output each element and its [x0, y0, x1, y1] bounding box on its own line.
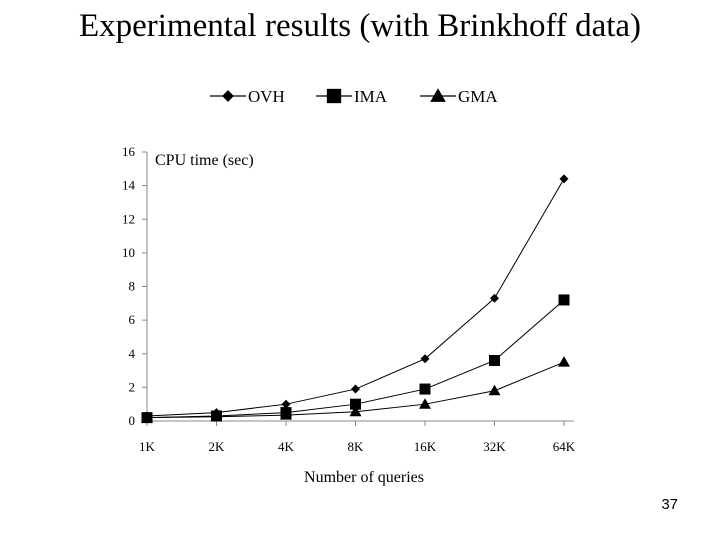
y-tick-label: 8 [129, 279, 136, 294]
chart-axes: 0 2 4 6 8 10 12 14 16 1K 2K 4K 8K 16K 32K 64K CPU time (… [122, 144, 576, 486]
data-point [349, 405, 362, 417]
data-point [558, 294, 570, 306]
data-point [350, 398, 361, 410]
y-tick-label: 6 [129, 312, 136, 327]
data-point [351, 384, 360, 394]
x-tick-label: 16K [414, 439, 437, 454]
x-tick-label: 2K [209, 439, 226, 454]
data-point [488, 384, 501, 396]
x-tick-label: 32K [483, 439, 506, 454]
legend-marker [326, 88, 342, 104]
legend-marker [430, 88, 446, 102]
data-point [280, 409, 292, 420]
series-ovh [142, 174, 569, 421]
data-point [558, 356, 570, 367]
x-tick-label: 8K [348, 439, 365, 454]
data-point [489, 354, 500, 366]
x-tick-label: 1K [139, 439, 156, 454]
legend-label: OVH [248, 87, 285, 106]
y-tick-label: 14 [122, 178, 136, 193]
chart-legend: OVH IMA GMA [210, 87, 498, 106]
data-point [210, 410, 223, 422]
series-ima [141, 294, 570, 424]
legend-label: IMA [354, 87, 388, 106]
y-tick-label: 0 [129, 413, 136, 428]
legend-marker [222, 90, 234, 102]
data-point [490, 293, 499, 303]
series-gma [141, 356, 570, 423]
x-axis-label: Number of queries [304, 469, 424, 486]
data-point [420, 354, 430, 364]
legend-item-ovh: OVH [210, 87, 285, 106]
data-point [141, 411, 153, 423]
y-tick-label: 10 [122, 245, 135, 260]
data-point [419, 398, 431, 409]
series-line [146, 178, 565, 417]
y-tick-label: 12 [122, 211, 135, 226]
legend-item-ima: IMA [316, 87, 388, 106]
y-tick-label: 16 [122, 144, 136, 159]
chart-series [141, 174, 570, 424]
y-tick-label: 2 [129, 379, 136, 394]
x-tick-label: 4K [278, 439, 295, 454]
data-point [419, 383, 431, 395]
data-point [559, 174, 569, 184]
x-tick-label: 64K [553, 439, 576, 454]
slide-title: Experimental results (with Brinkhoff dat… [78, 8, 642, 44]
page-number: 37 [661, 496, 678, 513]
legend-label: GMA [458, 87, 498, 106]
data-point [281, 399, 291, 409]
y-tick-label: 4 [129, 346, 136, 361]
legend-item-gma: GMA [420, 87, 498, 106]
y-axis-label: CPU time (sec) [155, 152, 254, 169]
